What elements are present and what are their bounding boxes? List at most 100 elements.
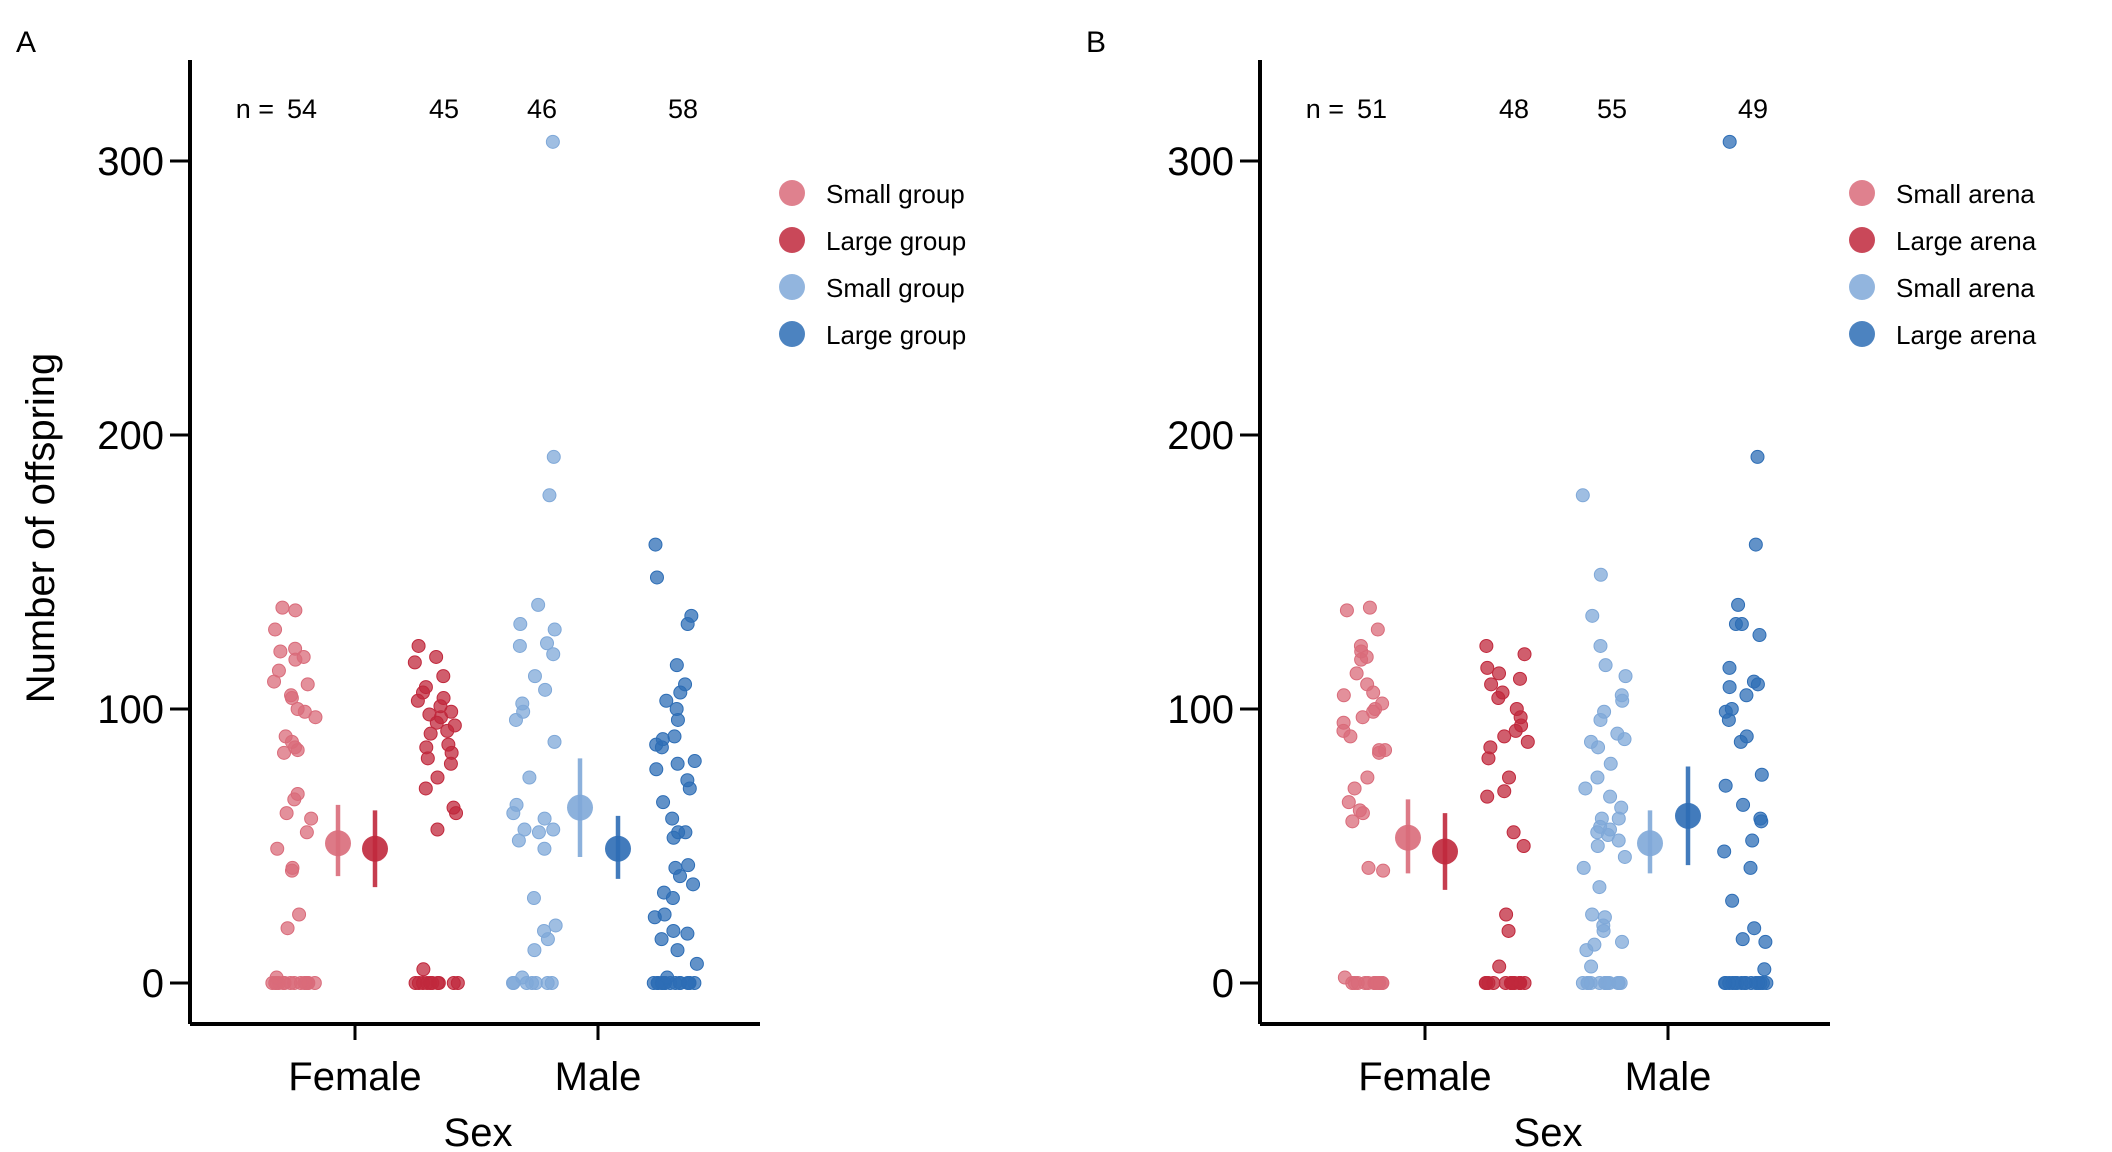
mean-point	[605, 835, 631, 862]
panel-label: A	[16, 26, 36, 59]
data-point	[416, 962, 431, 977]
data-point	[666, 923, 681, 938]
data-point	[1497, 784, 1512, 799]
data-point	[1731, 597, 1746, 612]
x-tick-label-male: Male	[1625, 1055, 1712, 1099]
data-point	[436, 691, 451, 706]
data-point	[1593, 567, 1608, 582]
data-point	[668, 860, 683, 875]
data-point	[1580, 976, 1595, 990]
data-point	[654, 932, 669, 947]
data-point	[678, 677, 693, 692]
data-point	[287, 976, 302, 990]
data-point	[450, 976, 465, 990]
data-point	[546, 647, 561, 662]
data-point	[423, 726, 438, 741]
n-label: 51	[1357, 94, 1387, 124]
data-point	[1603, 789, 1618, 804]
data-point	[1575, 488, 1590, 503]
data-point	[1587, 937, 1602, 952]
mean-point	[1432, 838, 1458, 865]
data-point	[1360, 677, 1375, 692]
data-point	[268, 622, 283, 637]
data-point	[1728, 617, 1743, 632]
data-point	[430, 770, 445, 785]
n-prefix: n =	[236, 94, 274, 124]
data-point	[1499, 907, 1514, 922]
series-points	[1478, 638, 1535, 990]
panel-label: B	[1086, 26, 1106, 59]
data-point	[1603, 756, 1618, 771]
data-point	[275, 600, 290, 615]
data-point	[1369, 976, 1384, 990]
data-point	[1495, 685, 1510, 700]
data-point	[531, 825, 546, 840]
data-point	[1754, 767, 1769, 782]
data-point	[1375, 696, 1390, 711]
data-point	[418, 680, 433, 695]
data-point	[278, 729, 293, 744]
data-point	[1509, 702, 1524, 716]
n-label: 49	[1738, 94, 1768, 124]
data-point	[667, 729, 682, 744]
legend: Small arena Large arena Small arena Large a…	[1849, 179, 2037, 350]
data-point	[655, 732, 670, 747]
data-point	[537, 811, 552, 826]
n-label: 54	[287, 94, 317, 124]
data-point	[1502, 770, 1517, 785]
data-point	[546, 449, 561, 464]
data-point	[1347, 781, 1362, 796]
data-point	[547, 622, 562, 637]
x-tick-label-female: Female	[1358, 1055, 1491, 1099]
data-point	[509, 797, 524, 812]
data-point	[1758, 934, 1773, 949]
y-tick-label: 200	[97, 414, 164, 458]
data-point	[1600, 976, 1615, 990]
data-point	[1617, 849, 1632, 864]
data-point	[1578, 781, 1593, 796]
data-point	[288, 603, 303, 618]
legend-marker	[1849, 274, 1875, 300]
data-point	[271, 663, 286, 678]
data-point	[270, 841, 285, 856]
data-point	[284, 688, 299, 703]
data-point	[548, 918, 563, 933]
data-point	[296, 649, 311, 664]
legend-entry: Large group	[826, 320, 966, 350]
data-point	[1739, 729, 1754, 744]
data-point	[689, 956, 704, 971]
data-point	[1361, 860, 1376, 875]
data-point	[527, 943, 542, 958]
data-point	[436, 669, 451, 684]
data-point	[1350, 976, 1365, 990]
data-point	[1722, 660, 1737, 675]
data-point	[1376, 863, 1391, 878]
data-point	[1360, 770, 1375, 785]
series-points	[1575, 488, 1633, 990]
data-point	[1484, 677, 1499, 692]
data-point	[546, 822, 561, 837]
data-point	[512, 638, 527, 653]
data-point	[280, 921, 295, 936]
legend-entry: Large group	[826, 226, 966, 256]
data-point	[1584, 734, 1599, 749]
legend-marker	[779, 227, 805, 253]
data-point	[531, 597, 546, 612]
data-point	[425, 976, 440, 990]
y-tick-label: 0	[1212, 962, 1234, 1006]
legend-entry: Small arena	[1896, 273, 2035, 303]
y-tick-label: 200	[1167, 414, 1234, 458]
legend-marker	[779, 321, 805, 347]
n-label: 48	[1499, 94, 1529, 124]
legend: Small group Large group Small group Large g…	[779, 179, 966, 350]
data-point	[1479, 638, 1494, 653]
data-point	[1480, 660, 1495, 675]
legend-entry: Small group	[826, 179, 965, 209]
data-point	[537, 841, 552, 856]
data-point	[1757, 962, 1772, 977]
data-point	[542, 488, 557, 503]
data-point	[299, 825, 314, 840]
data-point	[1378, 743, 1393, 758]
legend-marker	[1849, 321, 1875, 347]
data-point	[686, 877, 701, 892]
